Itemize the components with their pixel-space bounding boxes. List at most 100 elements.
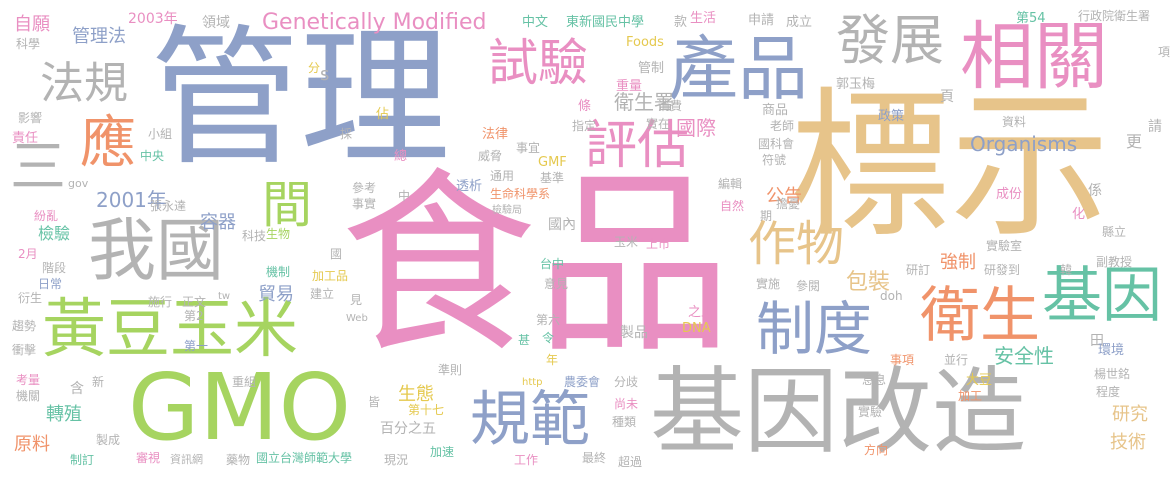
word-designate: 指定 — [572, 119, 597, 133]
word-middle: 中 — [398, 189, 411, 203]
word-experiment: 實驗 — [858, 405, 883, 419]
word-nature: 自然 — [720, 199, 745, 213]
word-first: 第一 — [184, 339, 209, 353]
word-no2: 第2 — [184, 309, 204, 323]
word-period: 期 — [760, 209, 773, 223]
word-above: 之上 — [688, 305, 715, 320]
word-nsc: 國科會 — [758, 137, 795, 151]
word-article: 條 — [578, 99, 592, 114]
word-final: 最終 — [582, 451, 607, 465]
word-listed: 上市 — [646, 237, 671, 251]
word-product: 產品 — [668, 28, 808, 110]
word-control: 管制 — [638, 61, 665, 76]
word-our-country: 我國 — [88, 212, 225, 291]
word-establish: 成立 — [786, 15, 813, 30]
word-carry-out: 實施 — [756, 277, 781, 291]
word-county: 縣立 — [1102, 225, 1127, 239]
word-http: http — [522, 377, 543, 388]
word-products: 製品 — [620, 325, 648, 341]
word-consult: 參閱 — [796, 279, 821, 293]
word-degree: 程度 — [1096, 385, 1121, 399]
word-weight: 重量 — [616, 79, 643, 94]
word-related: 相關 — [960, 14, 1108, 100]
word-crop: 作物 — [748, 216, 845, 272]
word-ecology: 生態 — [398, 384, 434, 405]
word-regulation-norm: 規範 — [470, 385, 590, 455]
word-really: 實在 — [646, 117, 671, 131]
word-clause: 款 — [674, 15, 688, 30]
word-2003: 2003年 — [128, 11, 178, 27]
word-technology-sci: 科技 — [242, 229, 267, 243]
word-executive-yuan-health: 行政院衛生署 — [1078, 9, 1151, 23]
word-data: 資料 — [1002, 115, 1027, 129]
word-nation: 國 — [330, 247, 343, 261]
word-health-dept: 衛生署 — [614, 90, 674, 114]
word-standard: 基準 — [540, 171, 565, 185]
word-soybean: 大豆 — [966, 373, 993, 388]
word-inspection: 檢驗 — [38, 224, 71, 243]
word-stage: 階段 — [42, 261, 67, 275]
word-reference: 參考 — [352, 181, 377, 195]
word-technology: 技術 — [1110, 432, 1146, 453]
word-divergence: 分歧 — [614, 375, 639, 389]
word-food: 食品 — [340, 152, 733, 380]
word-gmo: GMO — [128, 354, 352, 461]
word-life: 生活 — [690, 11, 717, 26]
word-fact: 事實 — [352, 197, 377, 211]
word-influence: 影響 — [18, 111, 43, 125]
word-build: 建立 — [310, 287, 335, 301]
word-page: 頁 — [940, 89, 954, 105]
word-accelerate: 加速 — [430, 445, 455, 459]
word-february: 2月 — [18, 247, 38, 261]
word-editor: 編輯 — [718, 177, 743, 191]
word-guo-yumei: 郭玉梅 — [836, 77, 876, 92]
word-doh: doh — [880, 289, 903, 303]
word-contain: 含 — [70, 381, 84, 397]
word-safety: 安全性 — [994, 344, 1054, 368]
word-voluntary: 自願 — [14, 14, 50, 35]
word-inspection-bureau: 檢驗局 — [492, 205, 522, 216]
word-organisms: Organisms — [970, 132, 1078, 156]
word-is: 係 — [1088, 183, 1102, 199]
word-item: 項 — [1158, 45, 1171, 59]
word-laboratory: 實驗室 — [986, 239, 1023, 253]
word-trade: 貿易 — [258, 284, 294, 305]
word-general: 通用 — [490, 169, 515, 183]
word-no54: 第54 — [1016, 11, 1046, 26]
word-impact: 衝擊 — [12, 343, 37, 357]
word-direction: 方向 — [864, 443, 889, 457]
word-yang-shiming: 楊世銘 — [1094, 367, 1131, 381]
word-main-text: 正文 — [182, 295, 207, 309]
word-symbol: 符號 — [762, 153, 787, 167]
word-mechanism: 機制 — [266, 265, 291, 279]
word-year: 年 — [546, 353, 559, 367]
word-transform: 化 — [1072, 207, 1086, 222]
word-mandatory: 強制 — [940, 252, 976, 273]
word-made-into: 製成 — [96, 433, 121, 447]
word-should: 應 — [80, 111, 136, 176]
word-types: 種類 — [612, 415, 637, 429]
word-international: 國際 — [676, 116, 716, 140]
word-gene: 基因 — [1042, 261, 1162, 331]
word-korea: 韓 — [1060, 263, 1073, 277]
word-evaluation: 評估 — [585, 116, 690, 176]
word-even: 甚 — [518, 333, 531, 347]
word-teacher: 老師 — [770, 119, 795, 133]
word-daily: 日常 — [38, 277, 63, 291]
word-corn-small: 玉米 — [614, 235, 639, 249]
word-associate-professor: 副教授 — [1096, 255, 1133, 269]
word-application: 申請 — [748, 13, 775, 28]
word-central: 中央 — [140, 149, 165, 163]
word-system: 制度 — [756, 295, 873, 363]
word-enact: 制訂 — [70, 453, 95, 467]
word-group: 小組 — [148, 127, 173, 141]
word-raw-material: 原料 — [14, 434, 50, 455]
word-five-percent: 百分之五 — [380, 421, 436, 437]
word-order: 令 — [542, 331, 555, 345]
word-recombine: 重組 — [232, 375, 257, 389]
word-taichung: 台中 — [540, 257, 565, 271]
word-tw: tw — [218, 291, 231, 302]
word-not-yet: 尚未 — [614, 397, 639, 411]
word-parallel: 並行 — [944, 353, 969, 367]
word-work: 工作 — [514, 453, 539, 467]
